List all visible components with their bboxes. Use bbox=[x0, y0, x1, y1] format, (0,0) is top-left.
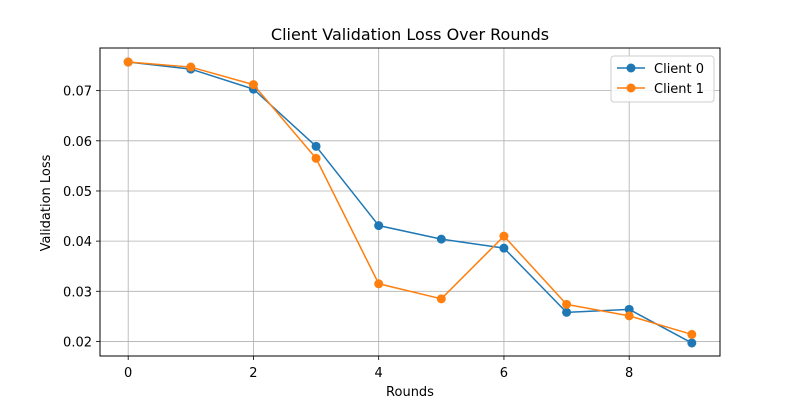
series-1-point bbox=[374, 279, 384, 289]
chart-title: Client Validation Loss Over Rounds bbox=[271, 25, 549, 44]
series-1-point bbox=[687, 329, 697, 339]
x-tick-label: 4 bbox=[375, 366, 383, 381]
y-tick-label: 0.03 bbox=[63, 285, 92, 300]
y-tick-label: 0.05 bbox=[63, 185, 92, 200]
series-1-point bbox=[186, 62, 196, 72]
series-layer bbox=[123, 57, 697, 348]
y-tick-label: 0.02 bbox=[63, 335, 92, 350]
series-1-point bbox=[248, 80, 258, 90]
series-1-point bbox=[436, 294, 446, 304]
y-tick-label: 0.04 bbox=[63, 235, 92, 250]
legend-label: Client 1 bbox=[654, 82, 704, 97]
axis-ticks: 0 2 4 6 8 0.02 0.03 0.04 0.05 0.06 0.07 bbox=[63, 85, 633, 381]
series-1-point bbox=[311, 153, 321, 163]
y-tick-label: 0.06 bbox=[63, 135, 92, 150]
legend-label: Client 0 bbox=[654, 62, 704, 77]
series-0-point bbox=[499, 243, 509, 253]
x-tick-label: 2 bbox=[249, 366, 257, 381]
legend: Client 0 Client 1 bbox=[610, 55, 715, 103]
series-0-point bbox=[687, 338, 697, 348]
series-0-point bbox=[562, 307, 572, 317]
x-tick-label: 8 bbox=[625, 366, 633, 381]
series-1-point bbox=[499, 231, 509, 241]
x-tick-label: 0 bbox=[124, 366, 132, 381]
series-0-point bbox=[311, 141, 321, 151]
legend-swatch-marker bbox=[626, 63, 636, 73]
series-0-point bbox=[436, 234, 446, 244]
series-0-line bbox=[128, 61, 693, 344]
grid-lines bbox=[100, 48, 720, 356]
plot-frame bbox=[99, 47, 721, 357]
series-1-point bbox=[562, 299, 572, 309]
series-1-point bbox=[624, 311, 634, 321]
x-axis-title: Rounds bbox=[386, 385, 434, 400]
x-tick-label: 6 bbox=[500, 366, 508, 381]
series-0-point bbox=[374, 221, 384, 231]
series-0-point bbox=[624, 304, 634, 314]
y-axis-title: Validation Loss bbox=[39, 154, 54, 251]
y-tick-label: 0.07 bbox=[63, 85, 92, 100]
series-1-line bbox=[128, 61, 693, 336]
series-1-point bbox=[123, 57, 133, 67]
legend-swatch-marker bbox=[626, 83, 636, 93]
